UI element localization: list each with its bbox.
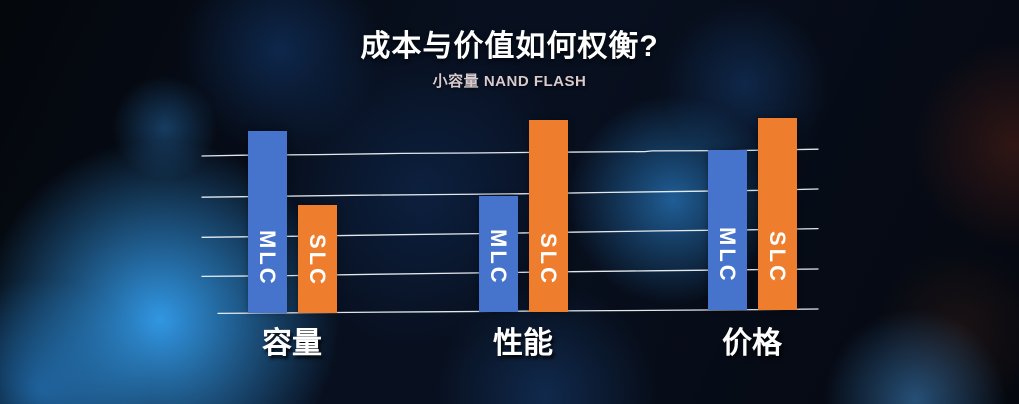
category-label-3: 价格 (722, 327, 782, 360)
series-label: MLC (486, 229, 511, 286)
bar-mlc-2: MLC (478, 196, 518, 312)
series-label: SLC (765, 231, 790, 284)
bar-mlc-1: MLC (247, 131, 287, 313)
slide-title: 成本与价值如何权衡? (360, 30, 659, 63)
series-label: SLC (536, 233, 561, 286)
bar-mlc-3: MLC (707, 150, 747, 310)
category-label-2: 性能 (493, 327, 553, 360)
series-label: SLC (305, 234, 330, 287)
bar-slc-1: SLC (297, 205, 337, 313)
bar-slc-2: SLC (528, 120, 568, 312)
bar-slc-3: SLC (757, 118, 797, 310)
category-label-1: 容量 (262, 327, 322, 360)
series-label: MLC (255, 230, 280, 287)
slide-subtitle: 小容量 NAND FLASH (432, 73, 587, 90)
series-label: MLC (715, 227, 740, 284)
